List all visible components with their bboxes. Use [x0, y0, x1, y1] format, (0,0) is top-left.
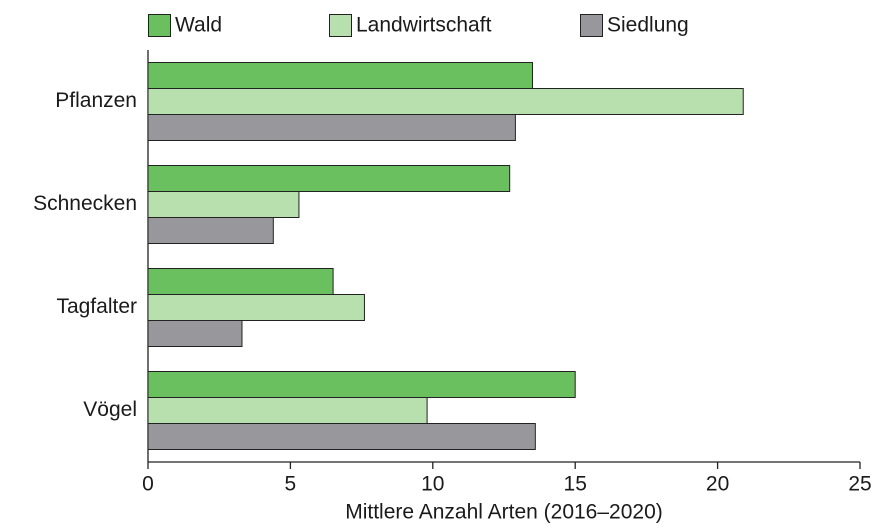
bar [147, 217, 274, 244]
legend-label: Landwirtschaft [356, 14, 492, 37]
x-axis-label: Mittlere Anzahl Arten (2016–2020) [345, 501, 663, 524]
y-tick-label: Vögel [83, 398, 137, 421]
bar [147, 165, 511, 192]
y-tick-label: Pflanzen [55, 89, 137, 112]
x-tick-label: 20 [706, 473, 729, 496]
legend-label: Siedlung [607, 14, 689, 37]
x-tick-label: 0 [142, 473, 154, 496]
y-tick-label: Schnecken [33, 192, 137, 215]
bar [147, 268, 334, 295]
legend-swatch [148, 14, 171, 37]
bar [147, 371, 576, 398]
bar [147, 397, 428, 424]
x-tick-label: 15 [564, 473, 587, 496]
x-tick-label: 10 [421, 473, 444, 496]
bar [147, 294, 365, 321]
bar [147, 191, 300, 218]
bar [147, 62, 533, 89]
x-tick-label: 25 [848, 473, 871, 496]
legend-swatch [580, 14, 603, 37]
bar [147, 423, 536, 450]
bar [147, 320, 243, 347]
legend-label: Wald [175, 14, 222, 37]
bar [147, 114, 516, 141]
bar [147, 88, 744, 115]
y-tick-label: Tagfalter [56, 295, 137, 318]
legend-swatch [329, 14, 352, 37]
x-tick-label: 5 [285, 473, 297, 496]
